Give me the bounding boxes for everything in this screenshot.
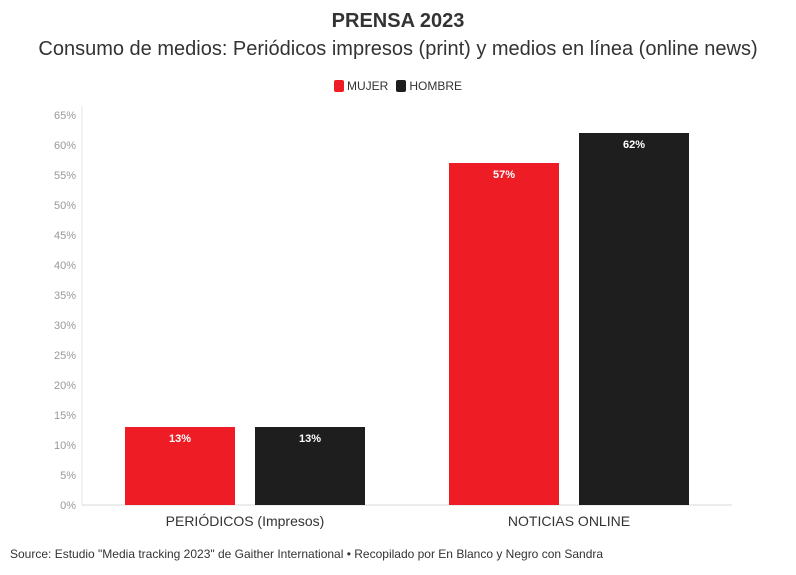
y-tick-label: 65% [54, 110, 76, 122]
y-tick-label: 25% [54, 350, 76, 362]
y-tick-label: 20% [54, 380, 76, 392]
x-category-label: NOTICIAS ONLINE [508, 513, 630, 529]
chart-subtitle: Consumo de medios: Periódicos impresos (… [38, 38, 758, 60]
y-tick-label: 40% [54, 260, 76, 272]
data-label: 13% [169, 433, 191, 445]
legend-label-mujer: MUJER [346, 79, 389, 93]
y-tick-label: 50% [54, 200, 76, 212]
y-tick-label: 60% [54, 140, 76, 152]
legend: MUJER HOMBRE [0, 79, 796, 93]
bar-hombre [579, 133, 689, 505]
data-label: 57% [493, 169, 515, 181]
y-tick-label: 15% [54, 410, 76, 422]
legend-label-hombre: HOMBRE [409, 79, 462, 93]
data-label: 62% [623, 139, 645, 151]
bar-mujer [125, 427, 235, 505]
y-tick-label: 0% [60, 500, 76, 512]
legend-item-hombre[interactable]: HOMBRE [396, 79, 462, 93]
chart-title: PRENSA 2023 [331, 10, 465, 32]
y-tick-label: 45% [54, 230, 76, 242]
legend-swatch-hombre [396, 80, 407, 92]
y-tick-label: 30% [54, 320, 76, 332]
source-note: Source: Estudio "Media tracking 2023" de… [10, 547, 604, 561]
y-tick-label: 55% [54, 170, 76, 182]
x-category-label: PERIÓDICOS (Impresos) [166, 513, 325, 529]
legend-swatch-mujer [333, 80, 344, 92]
y-tick-label: 35% [54, 290, 76, 302]
y-tick-label: 5% [60, 470, 76, 482]
bar-hombre [255, 427, 365, 505]
data-label: 13% [299, 433, 321, 445]
legend-item-mujer[interactable]: MUJER [333, 79, 389, 93]
y-tick-label: 10% [54, 440, 76, 452]
bar-mujer [449, 163, 559, 505]
